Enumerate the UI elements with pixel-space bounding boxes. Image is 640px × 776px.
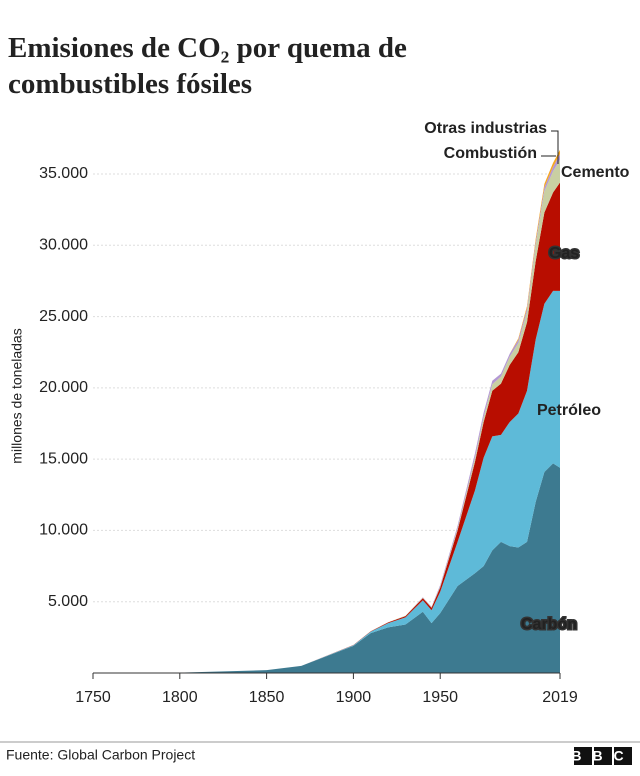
x-tick-label: 1950 xyxy=(422,689,458,706)
series-label: Petróleo xyxy=(537,402,601,419)
y-tick-label: 15.000 xyxy=(39,450,88,467)
y-tick-label: 5.000 xyxy=(48,593,88,610)
series-label: Carbón xyxy=(521,616,577,633)
logo-box xyxy=(594,747,612,765)
y-tick-label: 10.000 xyxy=(39,522,88,539)
y-tick-label: 25.000 xyxy=(39,308,88,325)
chart-title: Emisiones de CO₂ por quema de combustibl… xyxy=(8,32,407,100)
y-tick-label: 20.000 xyxy=(39,379,88,396)
x-tick-label: 1850 xyxy=(249,689,285,706)
logo-box xyxy=(574,747,592,765)
y-axis-label: millones de toneladas xyxy=(9,328,25,463)
x-tick-label: 1900 xyxy=(336,689,372,706)
y-tick-label: 30.000 xyxy=(39,237,88,254)
x-tick-label: 2019 xyxy=(542,689,578,706)
series-label: Cemento xyxy=(561,164,630,181)
source: Fuente: Global Carbon Project xyxy=(6,747,195,763)
logo-box xyxy=(614,747,632,765)
leader xyxy=(551,130,559,164)
logo: BBC xyxy=(571,748,634,764)
series-label: Combustión xyxy=(444,145,537,162)
series-label: Gas xyxy=(549,245,579,262)
x-tick-label: 1750 xyxy=(75,689,111,706)
series-label: Otras industrias xyxy=(424,120,547,137)
x-tick-label: 1800 xyxy=(162,689,198,706)
y-tick-label: 35.000 xyxy=(39,165,88,182)
area xyxy=(93,463,560,673)
